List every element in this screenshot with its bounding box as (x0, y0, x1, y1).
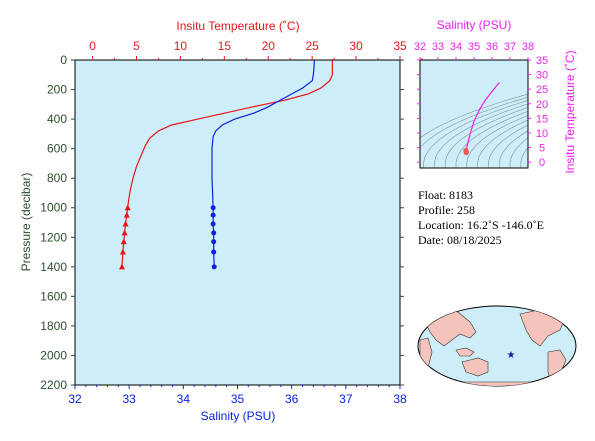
profile-date: Date: 08/18/2025 (418, 233, 502, 247)
salinity-point (211, 249, 217, 255)
pressure-tick-label: 600 (47, 142, 67, 156)
temperature-tick-label: 35 (393, 39, 407, 53)
salinity-tick-label: 32 (68, 392, 82, 406)
star-icon: ★ (507, 350, 516, 361)
salinity-tick-label: 35 (231, 392, 245, 406)
ts-curve-line (465, 82, 501, 153)
ts-deep-point (463, 149, 469, 156)
pressure-tick-label: 200 (47, 83, 67, 97)
float-info: Float: 8183 Profile: 258 Location: 16.2˚… (418, 188, 544, 248)
density-contour (477, 119, 528, 168)
profile-axes: 0 5 10 15 20 25 30 35 32 33 34 35 36 37 38 0 200 400 600 80… (40, 39, 423, 406)
temperature-tick-label: 10 (174, 39, 188, 53)
salinity-axis-title: Salinity (PSU) (201, 409, 276, 423)
temperature-point (119, 248, 126, 255)
ts-temperature-tick-label: 35 (536, 55, 548, 67)
pressure-tick-label: 0 (60, 53, 67, 67)
ts-temperature-tick-label: 20 (536, 99, 548, 111)
profile-panel: 0 5 10 15 20 25 30 35 32 33 34 35 36 37 38 0 200 400 600 80… (19, 19, 423, 423)
ts-temperature-tick-label: 25 (536, 84, 548, 96)
density-contour (509, 137, 528, 168)
profile-series (118, 60, 333, 270)
float-location: Location: 16.2˚S -146.0˚E (418, 218, 544, 232)
land-australia (461, 357, 489, 377)
temperature-tick-label: 0 (89, 39, 96, 53)
temperature-point (121, 229, 128, 236)
density-contour (423, 100, 528, 168)
temperature-tick-label: 5 (133, 39, 140, 53)
temperature-tick-label: 20 (262, 39, 276, 53)
ts-salinity-tick-label: 33 (432, 41, 444, 53)
pressure-tick-label: 2000 (40, 348, 67, 362)
salinity-tick-label: 33 (122, 392, 136, 406)
ts-temperature-tick-label: 10 (536, 128, 548, 140)
density-contour (455, 110, 528, 168)
temperature-point (118, 263, 125, 270)
salinity-tick-label: 36 (285, 392, 299, 406)
salinity-tick-label: 34 (177, 392, 191, 406)
pressure-axis-title: Pressure (decibar) (19, 173, 33, 272)
density-contour (466, 115, 528, 168)
pressure-tick-label: 800 (47, 171, 67, 185)
salinity-tick-label: 37 (339, 392, 353, 406)
land-greenland (557, 306, 573, 317)
ts-salinity-tick-label: 36 (486, 41, 498, 53)
salinity-point (211, 264, 217, 270)
ts-salinity-tick-label: 37 (504, 41, 516, 53)
salinity-point (210, 221, 216, 227)
density-contour (520, 147, 528, 168)
salinity-point (210, 205, 216, 211)
density-contour (498, 130, 528, 168)
pressure-tick-label: 400 (47, 112, 67, 126)
density-contour (420, 93, 528, 139)
salinity-tick-label: 38 (393, 392, 407, 406)
float-id: Float: 8183 (418, 188, 474, 202)
ts-axes: 32 33 34 35 36 37 38 0 5 10 15 20 25 30 35 (414, 41, 548, 169)
ts-salinity-tick-label: 34 (450, 41, 462, 53)
temperature-point (122, 220, 129, 227)
ts-plot-background (420, 60, 528, 168)
ts-salinity-tick-label: 38 (522, 41, 534, 53)
profile-plot-background (75, 60, 400, 385)
ts-temperature-tick-label: 15 (536, 113, 548, 125)
ts-panel: 32 33 34 35 36 37 38 0 5 10 15 20 25 30 35 Salinity (P… (414, 18, 577, 174)
pressure-tick-label: 1000 (40, 201, 67, 215)
world-map: ★ (417, 305, 577, 387)
land-indonesia (455, 347, 475, 357)
ts-salinity-axis-title: Salinity (PSU) (437, 18, 512, 32)
temperature-tick-label: 25 (305, 39, 319, 53)
ts-salinity-tick-label: 32 (414, 41, 426, 53)
density-contour (444, 107, 528, 168)
density-contour (434, 103, 528, 168)
salinity-point (211, 239, 217, 245)
pressure-tick-label: 1200 (40, 230, 67, 244)
pressure-tick-label: 1800 (40, 319, 67, 333)
ts-temperature-tick-label: 5 (539, 143, 545, 155)
ts-temperature-tick-label: 0 (539, 157, 545, 169)
land-south-america (547, 349, 567, 385)
temperature-axis-title: Insitu Temperature (˚C) (176, 19, 299, 33)
profile-number: Profile: 258 (418, 203, 475, 217)
ts-temperature-axis-title: Insitu Temperature (˚C) (563, 50, 577, 173)
temperature-point (124, 204, 131, 211)
temperature-point (123, 211, 130, 218)
density-contours (420, 93, 528, 168)
ts-temperature-tick-label: 30 (536, 70, 548, 82)
temperature-tick-label: 30 (349, 39, 363, 53)
pressure-tick-label: 2200 (40, 378, 67, 392)
density-contour (488, 124, 528, 168)
ts-salinity-tick-label: 35 (468, 41, 480, 53)
salinity-point (211, 230, 217, 236)
temperature-point (120, 238, 127, 245)
density-contour (420, 96, 528, 149)
pressure-tick-label: 1400 (40, 260, 67, 274)
salinity-point (210, 212, 216, 218)
ts-series (463, 82, 501, 156)
temperature-tick-label: 15 (218, 39, 232, 53)
pressure-tick-label: 1600 (40, 289, 67, 303)
